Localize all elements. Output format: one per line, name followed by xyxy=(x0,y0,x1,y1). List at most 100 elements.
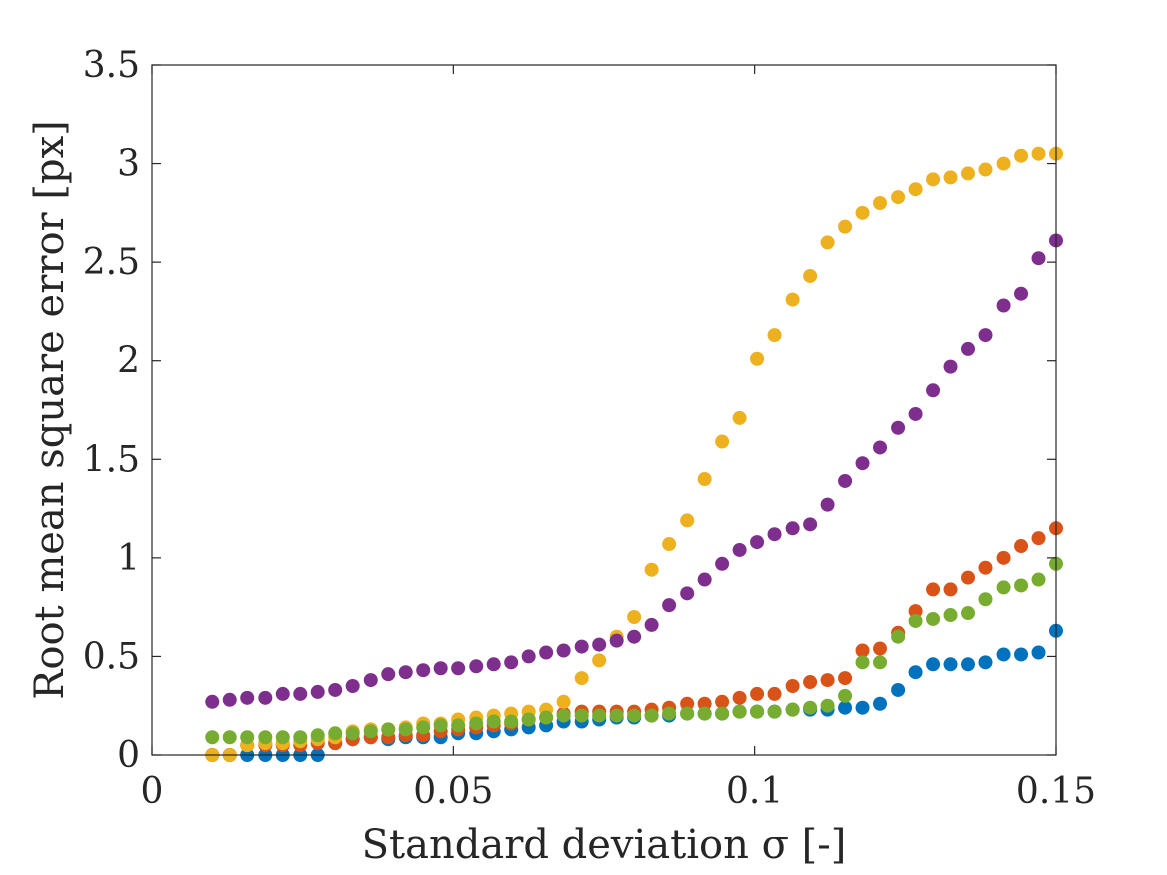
data-point xyxy=(855,700,870,715)
data-point xyxy=(891,629,906,644)
data-point xyxy=(363,673,378,688)
data-point xyxy=(767,704,782,719)
data-point xyxy=(697,472,712,486)
data-point xyxy=(574,671,589,686)
data-point xyxy=(873,440,888,455)
y-tick-label: 1.5 xyxy=(83,439,140,480)
data-point xyxy=(381,667,396,682)
data-point xyxy=(1031,251,1046,266)
data-point xyxy=(838,671,853,686)
data-point xyxy=(627,708,642,723)
data-point xyxy=(433,718,448,733)
data-point xyxy=(750,686,765,701)
data-point xyxy=(345,679,360,693)
data-point xyxy=(1031,531,1046,546)
data-point xyxy=(222,692,237,707)
data-point xyxy=(838,219,853,234)
data-point xyxy=(715,434,730,449)
data-point xyxy=(715,556,730,571)
data-point xyxy=(873,641,888,656)
data-point xyxy=(891,190,906,205)
data-point xyxy=(855,456,870,471)
data-point xyxy=(205,694,220,709)
y-tick-labels: 0 0.5 1 1.5 2 2.5 3 3.5 xyxy=(83,45,140,776)
data-point xyxy=(521,649,536,664)
data-point xyxy=(592,708,607,723)
data-point xyxy=(310,684,325,699)
data-point xyxy=(504,714,519,729)
data-point xyxy=(680,706,695,721)
data-point xyxy=(820,698,835,713)
data-point xyxy=(662,706,677,721)
data-point xyxy=(926,611,941,626)
data-point xyxy=(926,657,941,672)
data-point xyxy=(609,633,624,648)
data-point xyxy=(803,675,818,690)
data-point xyxy=(732,410,747,425)
data-point xyxy=(855,655,870,670)
data-point xyxy=(556,643,571,658)
data-point xyxy=(908,406,923,421)
y-tick-label: 3 xyxy=(117,144,140,185)
data-point xyxy=(785,292,800,307)
data-point xyxy=(750,704,765,719)
data-point xyxy=(996,550,1011,565)
data-point xyxy=(873,655,888,670)
data-point xyxy=(644,562,659,577)
x-tick-labels: 0 0.05 0.1 0.15 xyxy=(141,771,1097,812)
data-point xyxy=(258,690,273,705)
data-point xyxy=(803,517,818,532)
data-point xyxy=(469,716,484,731)
data-point xyxy=(908,182,923,197)
data-point xyxy=(961,341,976,356)
data-point xyxy=(803,700,818,715)
data-point xyxy=(891,420,906,435)
data-point xyxy=(240,690,255,705)
data-points xyxy=(205,146,1063,762)
y-tick-label: 2.5 xyxy=(83,242,140,283)
x-tick-label: 0.1 xyxy=(726,771,783,812)
data-point xyxy=(855,643,870,658)
data-point xyxy=(328,682,343,697)
data-point xyxy=(451,718,466,733)
data-point xyxy=(732,704,747,719)
data-point xyxy=(715,706,730,721)
data-point xyxy=(820,673,835,688)
data-point xyxy=(680,513,695,528)
series-4 xyxy=(205,233,1063,709)
x-tick-label: 0 xyxy=(141,771,164,812)
data-point xyxy=(574,639,589,654)
data-point xyxy=(891,682,906,697)
data-point xyxy=(609,708,624,723)
data-point xyxy=(750,535,765,550)
data-point xyxy=(293,730,308,745)
data-point xyxy=(767,686,782,701)
data-point xyxy=(715,694,730,709)
data-point xyxy=(644,617,659,632)
y-tick-label: 2 xyxy=(117,341,140,382)
data-point xyxy=(908,604,923,619)
data-point xyxy=(838,688,853,703)
data-point xyxy=(539,645,554,660)
data-point xyxy=(1014,286,1029,301)
data-point xyxy=(556,694,571,709)
data-point xyxy=(996,647,1011,662)
y-tick-label: 3.5 xyxy=(83,45,140,86)
data-point xyxy=(310,728,325,743)
y-axis-title: Root mean square error [px] xyxy=(27,120,73,699)
data-point xyxy=(644,708,659,723)
data-point xyxy=(855,205,870,220)
data-point xyxy=(978,592,993,607)
data-point xyxy=(926,383,941,398)
data-point xyxy=(293,686,308,701)
data-point xyxy=(697,706,712,721)
data-point xyxy=(926,582,941,597)
data-point xyxy=(556,708,571,723)
series-5 xyxy=(205,556,1063,745)
data-point xyxy=(767,527,782,542)
data-point xyxy=(961,570,976,585)
data-point xyxy=(785,702,800,717)
data-point xyxy=(451,661,466,676)
data-point xyxy=(961,606,976,621)
data-point xyxy=(996,298,1011,313)
